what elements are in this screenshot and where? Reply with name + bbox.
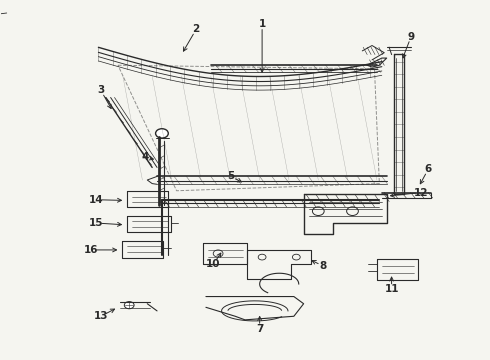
Text: 7: 7 (256, 324, 263, 334)
Circle shape (156, 129, 168, 138)
Text: 8: 8 (319, 261, 327, 271)
Text: 11: 11 (384, 284, 399, 294)
Text: 13: 13 (94, 311, 108, 321)
Circle shape (124, 302, 134, 309)
Text: 14: 14 (89, 195, 103, 205)
Text: 1: 1 (259, 19, 266, 29)
Text: 9: 9 (408, 32, 415, 41)
Text: 15: 15 (89, 218, 103, 228)
Text: 5: 5 (227, 171, 234, 181)
Text: 16: 16 (84, 245, 98, 255)
Text: 4: 4 (141, 152, 148, 162)
Text: 2: 2 (193, 24, 200, 35)
Text: 3: 3 (97, 85, 104, 95)
Text: 10: 10 (206, 259, 220, 269)
Text: 12: 12 (414, 188, 428, 198)
Text: 6: 6 (425, 164, 432, 174)
